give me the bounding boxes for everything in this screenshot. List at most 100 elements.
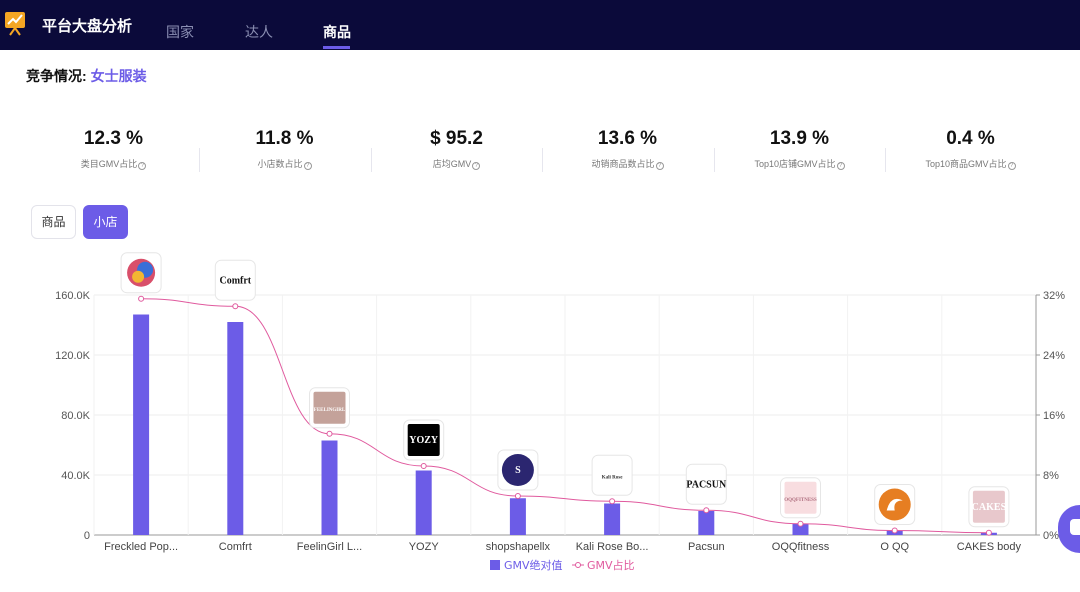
divider — [199, 148, 200, 172]
stat-shop-count-share: 11.8 % 小店数占比? — [199, 128, 370, 170]
stat-value: 13.9 % — [769, 128, 830, 149]
x-axis-label: Pacsun — [688, 541, 725, 553]
right-axis-tick: 8% — [1043, 470, 1059, 482]
help-icon[interactable]: ? — [138, 162, 147, 170]
tab-product[interactable]: 商品 — [323, 24, 351, 40]
line-point — [326, 430, 333, 437]
shop-logo — [219, 264, 252, 297]
tab-influencer[interactable]: 达人 — [245, 24, 273, 40]
active-tab-indicator — [323, 46, 350, 49]
x-axis-label: YOZY — [409, 541, 440, 553]
swoosh-circle-logo-icon — [886, 498, 903, 511]
stat-avg-shop-gmv: $ 95.2 店均GMV? — [371, 128, 542, 170]
stat-label: Top10商品GMV占比 — [925, 159, 1007, 169]
divider — [371, 148, 372, 172]
line-point — [797, 520, 804, 527]
divider — [542, 148, 543, 172]
shop-logo-text: Comfrt — [219, 275, 251, 286]
top-navigation-bar: 平台大盘分析 国家 达人 商品 — [0, 0, 1080, 50]
bar — [509, 498, 526, 535]
bar — [133, 314, 150, 535]
left-axis-tick: 120.0K — [55, 350, 91, 362]
shop-logo-text: Kali Rose — [602, 475, 623, 480]
x-axis-label: shopshapellx — [486, 541, 551, 553]
bar — [698, 511, 715, 535]
bar — [227, 322, 244, 535]
shop-logo-text: OQQFITNESS — [784, 498, 817, 503]
bar — [604, 503, 621, 535]
shop-logo — [596, 459, 629, 492]
line-point — [891, 527, 898, 534]
x-axis-label: O QQ — [880, 541, 909, 553]
help-icon[interactable]: ? — [303, 162, 312, 170]
right-axis-tick: 32% — [1043, 290, 1065, 302]
help-icon[interactable]: ? — [836, 162, 845, 170]
shop-logo — [501, 454, 534, 486]
stat-top10-product-gmv-share: 0.4 % Top10商品GMV占比? — [885, 128, 1056, 170]
line-point — [985, 529, 992, 536]
line-point — [232, 303, 239, 310]
x-axis-label: Comfrt — [219, 541, 252, 553]
shop-logo-text: PACSUN — [686, 479, 727, 490]
right-axis-tick: 16% — [1043, 410, 1065, 422]
x-axis-label: OQQfitness — [772, 541, 830, 553]
shop-logo — [784, 481, 817, 514]
shop-logo — [690, 468, 723, 501]
help-icon[interactable]: ? — [1007, 162, 1016, 170]
stat-label: 动销商品数占比 — [591, 159, 655, 169]
shop-logo — [313, 391, 346, 424]
toggle-product[interactable]: 商品 — [31, 205, 76, 239]
app-title: 平台大盘分析 — [42, 18, 133, 35]
stat-label: 小店数占比 — [257, 159, 303, 169]
bar — [415, 470, 432, 535]
stat-value: 11.8 % — [255, 128, 314, 149]
stat-label: Top10店铺GMV占比 — [754, 159, 836, 169]
left-axis-tick: 0 — [84, 530, 90, 542]
x-axis-label: CAKES body — [957, 541, 1022, 553]
stat-active-product-share: 13.6 % 动销商品数占比? — [542, 128, 713, 170]
left-axis-tick: 160.0K — [55, 290, 91, 302]
stat-category-gmv-share: 12.3 % 类目GMV占比? — [28, 128, 199, 170]
shop-logo — [972, 490, 1005, 523]
legend-line-marker — [575, 562, 581, 568]
left-axis-tick: 80.0K — [61, 410, 90, 422]
legend-bar-swatch — [490, 560, 500, 570]
line-point — [514, 493, 521, 499]
stat-top10-shop-gmv-share: 13.9 % Top10店铺GMV占比? — [714, 128, 885, 170]
stat-label: 店均GMV — [432, 159, 472, 169]
shop-logo-text: FEELINGIRL — [314, 408, 346, 413]
line-point — [420, 463, 427, 469]
shop-logo-text: S — [515, 465, 521, 476]
help-icon[interactable]: ? — [655, 162, 664, 170]
divider — [885, 148, 886, 172]
stat-label: 类目GMV占比 — [80, 159, 138, 169]
stat-value: 12.3 % — [83, 128, 144, 149]
shop-logo-text: YOZY — [409, 435, 439, 446]
heading-prefix: 竞争情况: — [26, 68, 87, 84]
page-heading: 竞争情况: 女士服装 — [26, 66, 147, 86]
stat-value: 0.4 % — [946, 128, 995, 149]
x-axis-label: Freckled Pop... — [104, 541, 178, 553]
right-axis-tick: 0% — [1043, 530, 1059, 542]
line-point — [609, 498, 616, 505]
line-point — [138, 295, 145, 302]
help-icon[interactable]: ? — [472, 162, 481, 170]
right-axis-tick: 24% — [1043, 350, 1065, 362]
bar — [321, 440, 338, 535]
shop-logo — [407, 424, 440, 456]
toggle-shop[interactable]: 小店 — [83, 205, 128, 239]
divider — [714, 148, 715, 172]
floating-chat-button[interactable] — [1058, 505, 1080, 553]
share-line — [141, 298, 989, 534]
legend-line-label: GMV占比 — [587, 558, 635, 572]
heading-category: 女士服装 — [90, 68, 147, 84]
stat-value: $ 95.2 — [430, 128, 483, 149]
stats-row: 12.3 % 类目GMV占比? 11.8 % 小店数占比? $ 95.2 店均G… — [28, 128, 1058, 178]
colorful-circle-logo-icon — [132, 270, 145, 283]
left-axis-tick: 40.0K — [61, 470, 90, 482]
tab-country[interactable]: 国家 — [166, 24, 194, 40]
legend-bar-label: GMV绝对值 — [504, 558, 563, 572]
line-point — [703, 507, 710, 514]
app-logo-icon — [5, 12, 25, 36]
x-axis-label: Kali Rose Bo... — [576, 541, 649, 553]
